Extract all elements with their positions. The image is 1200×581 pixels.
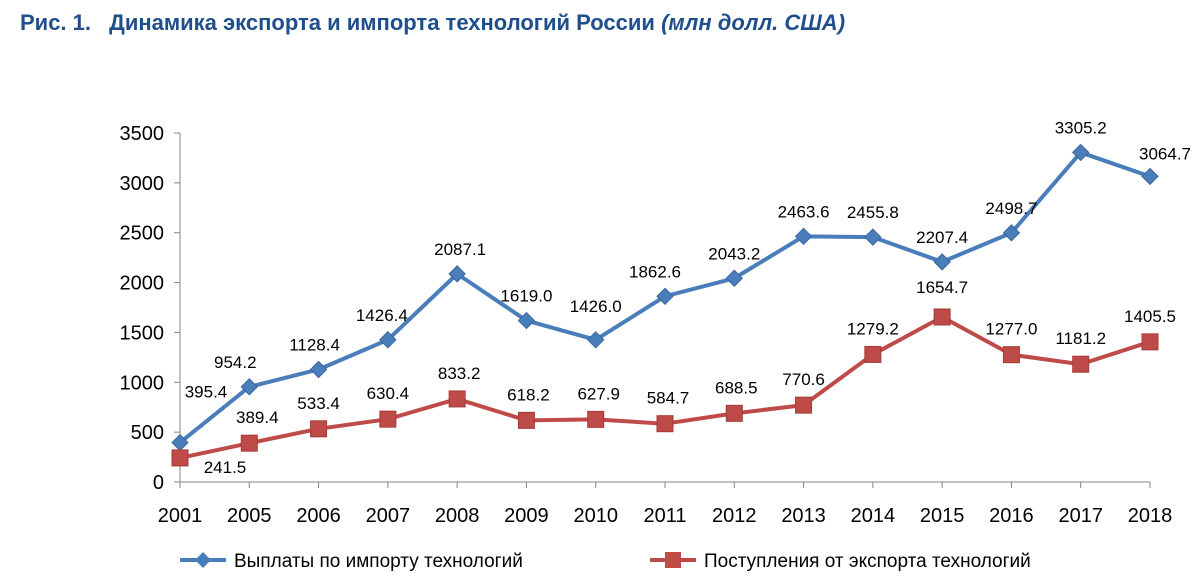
- legend-marker-diamond: [195, 552, 211, 568]
- data-point-square: [379, 410, 397, 428]
- data-point-diamond: [448, 265, 466, 283]
- legend-marker-square: [665, 552, 681, 568]
- data-point-diamond: [240, 378, 258, 396]
- data-label: 954.2: [214, 353, 257, 372]
- legend-label: Поступления от экспорта технологий: [704, 551, 1031, 572]
- data-label: 241.5: [204, 458, 247, 477]
- figure-unit: (млн долл. США): [661, 10, 846, 35]
- x-tick-label: 2016: [989, 505, 1034, 527]
- data-point-square: [171, 449, 189, 467]
- x-tick-label: 2008: [435, 505, 480, 527]
- x-tick-label: 2014: [851, 505, 896, 527]
- y-tick-label: 2000: [120, 273, 165, 295]
- x-tick-label: 2012: [712, 505, 757, 527]
- data-label: 584.7: [647, 389, 690, 408]
- data-point-square: [1072, 355, 1090, 373]
- data-label: 618.2: [507, 385, 550, 404]
- data-label: 1405.5: [1124, 307, 1176, 326]
- x-tick-label: 2007: [366, 505, 411, 527]
- y-tick-label: 3000: [120, 173, 165, 195]
- data-label: 2087.1: [434, 240, 486, 259]
- data-label: 1277.0: [985, 320, 1037, 339]
- x-tick-label: 2009: [504, 505, 549, 527]
- data-point-square: [795, 396, 813, 414]
- data-label: 1128.4: [289, 335, 340, 354]
- x-tick-label: 2015: [920, 505, 965, 527]
- y-tick-label: 2500: [120, 223, 165, 245]
- data-label: 1654.7: [916, 278, 968, 297]
- data-point-diamond: [309, 360, 328, 379]
- data-label: 2455.8: [847, 203, 899, 222]
- y-tick-label: 1500: [120, 322, 165, 344]
- data-point-square: [725, 404, 743, 422]
- data-point-square: [656, 415, 674, 433]
- data-point-square: [448, 390, 466, 408]
- data-label: 688.5: [715, 378, 758, 397]
- data-point-square: [587, 410, 605, 428]
- data-label: 1181.2: [1055, 329, 1106, 348]
- y-tick-label: 500: [131, 422, 164, 444]
- data-label: 2463.6: [778, 202, 830, 221]
- data-label: 533.4: [297, 394, 340, 413]
- data-label: 3064.7: [1139, 144, 1191, 163]
- data-point-square: [933, 308, 951, 326]
- data-point-diamond: [379, 331, 397, 349]
- data-point-diamond: [1002, 224, 1021, 242]
- data-point-square: [1002, 346, 1020, 364]
- figure-number: Рис. 1.: [20, 10, 92, 35]
- figure-title-text: Динамика экспорта и импорта технологий Р…: [109, 10, 655, 35]
- x-tick-label: 2013: [781, 505, 826, 527]
- figure-title: Рис. 1. Динамика экспорта и импорта техн…: [20, 10, 845, 36]
- y-tick-label: 0: [153, 472, 164, 494]
- data-label: 2498.7: [985, 199, 1037, 218]
- data-point-square: [517, 411, 535, 429]
- data-label: 627.9: [577, 384, 620, 403]
- x-tick-label: 2017: [1058, 505, 1103, 527]
- data-label: 1426.4: [356, 306, 408, 325]
- y-tick-label: 3500: [120, 123, 165, 145]
- data-point-diamond: [725, 269, 743, 287]
- data-point-square: [240, 434, 258, 452]
- x-tick-label: 2006: [296, 505, 341, 527]
- data-point-square: [1141, 333, 1159, 351]
- data-label: 1426.0: [570, 297, 622, 316]
- data-point-diamond: [1141, 167, 1159, 186]
- data-label: 630.4: [367, 384, 410, 403]
- data-label: 2043.2: [708, 244, 760, 263]
- data-point-square: [310, 420, 328, 438]
- y-tick-label: 1000: [120, 372, 165, 394]
- data-point-square: [864, 345, 882, 363]
- data-label: 770.6: [782, 370, 825, 389]
- data-point-diamond: [587, 331, 605, 349]
- data-point-diamond: [517, 311, 536, 330]
- x-tick-label: 2005: [227, 505, 272, 527]
- x-tick-label: 2018: [1128, 505, 1173, 527]
- data-point-diamond: [933, 253, 951, 271]
- x-tick-label: 2010: [573, 505, 618, 527]
- data-label: 3305.2: [1055, 118, 1107, 137]
- data-point-diamond: [794, 227, 813, 246]
- data-label: 395.4: [185, 383, 228, 402]
- data-label: 2207.4: [916, 228, 968, 247]
- data-point-diamond: [864, 228, 882, 246]
- data-point-diamond: [656, 287, 674, 305]
- data-label: 389.4: [236, 408, 279, 427]
- data-label: 1862.6: [629, 262, 681, 281]
- data-point-diamond: [1072, 143, 1090, 162]
- data-label: 833.2: [438, 364, 481, 383]
- data-label: 1279.2: [847, 319, 899, 338]
- x-tick-label: 2011: [643, 505, 686, 527]
- x-tick-label: 2001: [158, 505, 203, 527]
- legend-label: Выплаты по импорту технологий: [234, 551, 523, 572]
- data-label: 1619.0: [500, 287, 552, 306]
